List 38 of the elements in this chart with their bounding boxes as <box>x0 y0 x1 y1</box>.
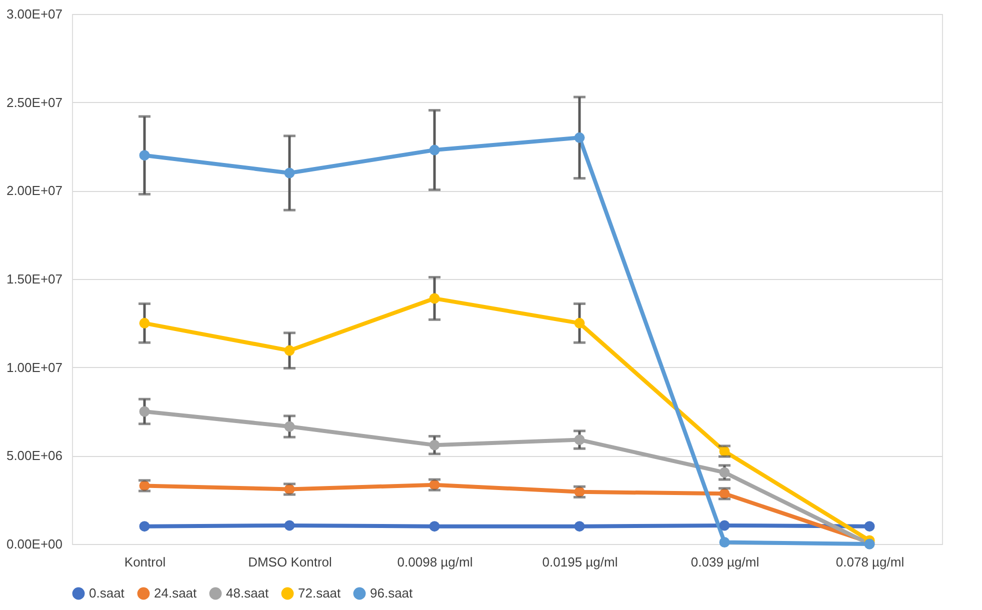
point <box>429 144 440 156</box>
point <box>139 318 150 328</box>
y-tick-label: 1.00E+07 <box>6 360 62 375</box>
point <box>284 345 295 356</box>
point <box>574 132 585 143</box>
x-tick-label: 0.0098 µg/ml <box>397 554 473 570</box>
y-tick-label: 0.00E+00 <box>6 536 62 552</box>
point <box>719 467 730 478</box>
point <box>719 520 730 531</box>
legend-label: 96.saat <box>370 586 414 601</box>
y-tick-label: 2.00E+07 <box>6 183 62 198</box>
x-tick-label: Kontrol <box>124 554 166 570</box>
point <box>139 406 150 417</box>
x-tick-label: 0.078 µg/ml <box>836 554 904 570</box>
point <box>284 421 295 432</box>
point <box>574 318 585 328</box>
point <box>139 150 150 161</box>
point <box>139 521 150 532</box>
y-tick-label: 2.50E+07 <box>6 94 62 110</box>
point <box>284 520 295 531</box>
x-tick-label: DMSO Kontrol <box>248 554 332 570</box>
point <box>429 293 440 304</box>
point <box>429 521 440 532</box>
x-tick-label: 0.0195 µg/ml <box>542 554 618 570</box>
legend-label: 48.saat <box>226 586 270 601</box>
point <box>864 521 875 532</box>
point <box>429 440 440 450</box>
point <box>284 168 295 178</box>
point <box>719 537 730 548</box>
legend-label: 24.saat <box>154 586 198 601</box>
x-tick-label: 0.039 µg/ml <box>690 554 760 570</box>
y-tick-label: 3.00E+07 <box>6 6 62 22</box>
y-tick-label: 5.00E+06 <box>6 448 62 464</box>
legend-label: 0.saat <box>89 586 125 601</box>
point <box>574 521 585 532</box>
legend-label: 72.saat <box>298 586 342 601</box>
y-tick-label: 1.50E+07 <box>6 272 62 286</box>
point <box>574 434 585 445</box>
